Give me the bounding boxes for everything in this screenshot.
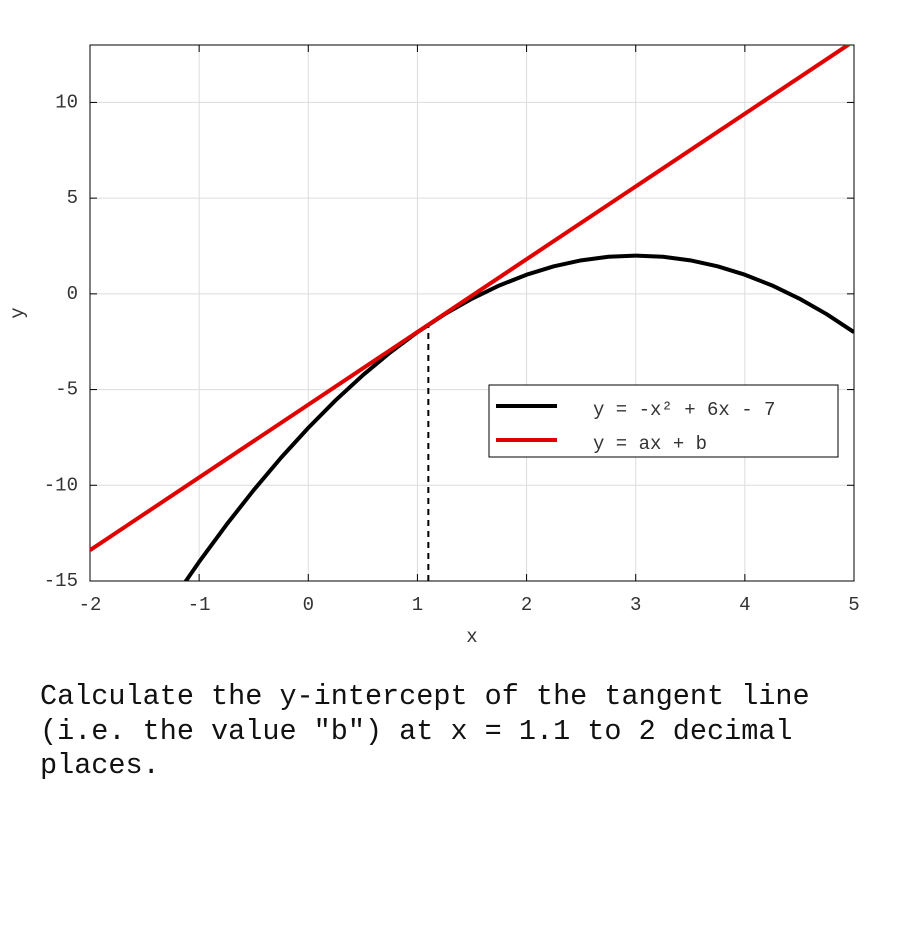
y-tick-label: 10 <box>55 91 78 113</box>
y-tick-label: 0 <box>67 283 78 305</box>
x-tick-label: 1 <box>412 594 423 616</box>
x-tick-label: 4 <box>739 594 750 616</box>
plot-area <box>90 45 854 581</box>
legend-box <box>488 384 839 458</box>
y-tick-label: -5 <box>55 379 78 401</box>
legend-label: y = ax + b <box>593 433 707 455</box>
y-tick-label: 5 <box>67 187 78 209</box>
x-tick-label: 0 <box>303 594 314 616</box>
x-tick-label: 2 <box>521 594 532 616</box>
series-line <box>90 45 852 552</box>
x-tick-label: 3 <box>630 594 641 616</box>
y-tick-label: -10 <box>44 474 78 496</box>
x-tick-label: -2 <box>79 594 102 616</box>
series-line <box>183 253 854 581</box>
x-tick-label: 5 <box>848 594 859 616</box>
legend-label: y = -x² + 6x - 7 <box>593 399 775 421</box>
x-tick-label: -1 <box>188 594 211 616</box>
y-axis-label: y <box>7 307 29 318</box>
y-tick-label: -15 <box>44 570 78 592</box>
plot-frame <box>89 44 855 582</box>
question: Calculate the y-intercept of the tangent… <box>40 680 810 782</box>
x-axis-label: x <box>466 626 477 648</box>
